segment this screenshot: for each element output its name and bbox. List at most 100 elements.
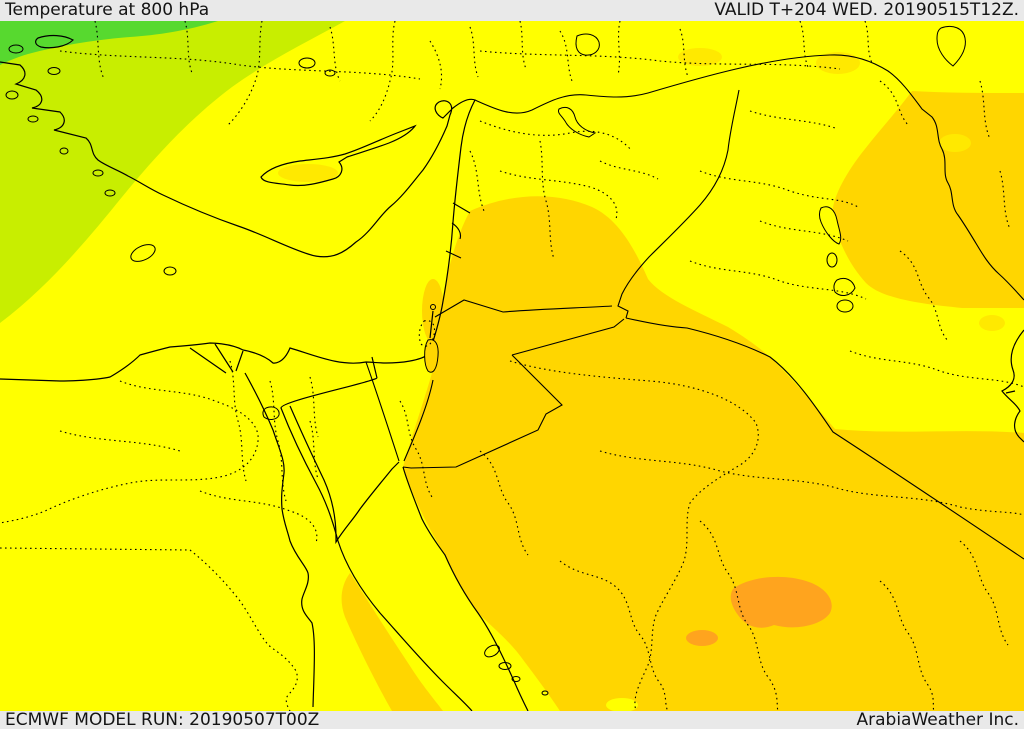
gulf-of-suez-african-coast (280, 377, 473, 711)
header-bar: Temperature at 800 hPa VALID T+204 WED. … (0, 0, 1024, 21)
country-border-layer (365, 54, 1024, 560)
model-run-label: ECMWF MODEL RUN: 20190507T00Z (5, 709, 320, 729)
admin-border (479, 50, 841, 70)
temperature-region-gold-redsea-coast (341, 573, 443, 711)
aegean-island (163, 266, 177, 276)
admin-border (559, 30, 573, 82)
cyprus-coastline (260, 124, 417, 187)
brand-label: ArabiaWeather Inc. (856, 709, 1020, 729)
admin-border (749, 110, 839, 130)
dead-sea (424, 339, 439, 373)
admin-border (199, 490, 318, 544)
admin-border (229, 360, 247, 482)
lebanon-borders (445, 202, 471, 259)
admin-border (94, 21, 105, 80)
admin-border (879, 80, 909, 126)
red-sea-island (541, 690, 549, 696)
temperature-spot-yellow-on-gold (606, 698, 638, 711)
nile-delta-branches (189, 343, 378, 379)
lake-razzaza (833, 277, 856, 296)
persian-gulf-coast (1001, 329, 1024, 443)
lake-tuz (575, 33, 600, 56)
admin-border (499, 170, 618, 220)
red-sea-island (511, 676, 521, 682)
admin-border (0, 547, 298, 711)
aegean-island (92, 169, 104, 177)
aegean-island (5, 90, 19, 100)
red-sea-island (498, 662, 512, 670)
admin-border-layer (0, 21, 1024, 711)
admin-border (469, 26, 479, 78)
admin-border (699, 520, 779, 711)
temperature-spot-soft-gold (816, 52, 860, 74)
turkish-lake (324, 69, 336, 77)
admin-border (59, 430, 181, 452)
saudi-iraq-border (625, 317, 1024, 560)
temperature-spot-soft-gold (278, 164, 338, 182)
aegean-island (8, 44, 24, 54)
turkey-syria-iraq-iran-border (474, 54, 1024, 301)
island-layer (5, 44, 549, 696)
israel-egypt-border (365, 361, 400, 462)
temperature-region-green (0, 21, 218, 65)
jordan-river (429, 310, 434, 339)
temperature-region-orange-small (686, 630, 718, 646)
map-area (0, 21, 1024, 711)
admin-border (539, 140, 555, 260)
gulf-of-aqaba-saudi-coast (402, 466, 529, 711)
admin-border (59, 50, 421, 80)
admin-border (699, 170, 859, 208)
temperature-region-yellow-green (0, 21, 345, 323)
turkish-lake (298, 57, 316, 69)
jordan-iraq-border (511, 318, 625, 356)
map-title: Temperature at 800 hPa (5, 0, 210, 20)
admin-border (309, 420, 319, 480)
temperature-fill-layer (0, 21, 1024, 711)
admin-border (599, 450, 1024, 516)
map-canvas (0, 21, 1024, 711)
aegean-island (47, 67, 61, 75)
lake-assad (558, 106, 597, 138)
admin-border (399, 400, 433, 498)
nile-river (244, 372, 315, 708)
mediterranean-coastline (0, 61, 476, 382)
admin-border (979, 80, 991, 140)
admin-border (599, 160, 659, 180)
admin-border (429, 40, 443, 90)
syria-iraq-border (617, 89, 740, 319)
admin-border (689, 260, 867, 300)
lake-urmia (936, 25, 966, 67)
temperature-spot-soft-gold (979, 315, 1005, 331)
israel-jordan-border (403, 379, 434, 462)
temperature-region-gold-northeast (832, 91, 1024, 308)
sea-of-marmara-coast (35, 34, 74, 49)
aegean-island (27, 115, 39, 123)
temperature-region-orange-large (730, 576, 832, 628)
water-feature-layer (244, 25, 966, 708)
coastline-layer (0, 34, 1024, 711)
admin-border (369, 21, 396, 122)
sinai-peninsula-coast (289, 405, 400, 545)
admin-border (0, 380, 259, 524)
aegean-island (59, 147, 69, 155)
admin-border (469, 150, 485, 212)
admin-border (864, 21, 873, 64)
temperature-region-gold-main (403, 196, 1024, 711)
admin-border (269, 380, 287, 502)
red-sea-island (484, 644, 500, 658)
sea-of-galilee (430, 304, 436, 310)
aegean-island (104, 189, 116, 197)
jordan-saudi-border (402, 354, 563, 469)
jordan-syria-border (434, 299, 613, 318)
admin-border (999, 170, 1011, 230)
admin-border (329, 26, 341, 82)
admin-border (309, 376, 319, 438)
lake-habbaniyah (826, 252, 838, 268)
rhodes-island (130, 244, 156, 262)
temperature-spot-soft-gold (939, 134, 971, 152)
valid-time-label: VALID T+204 WED. 20190515T12Z. (714, 0, 1019, 20)
temperature-spot-soft-gold (678, 48, 722, 66)
footer-bar: ECMWF MODEL RUN: 20190507T00Z ArabiaWeat… (0, 711, 1024, 729)
lake-tharthar (819, 206, 842, 245)
